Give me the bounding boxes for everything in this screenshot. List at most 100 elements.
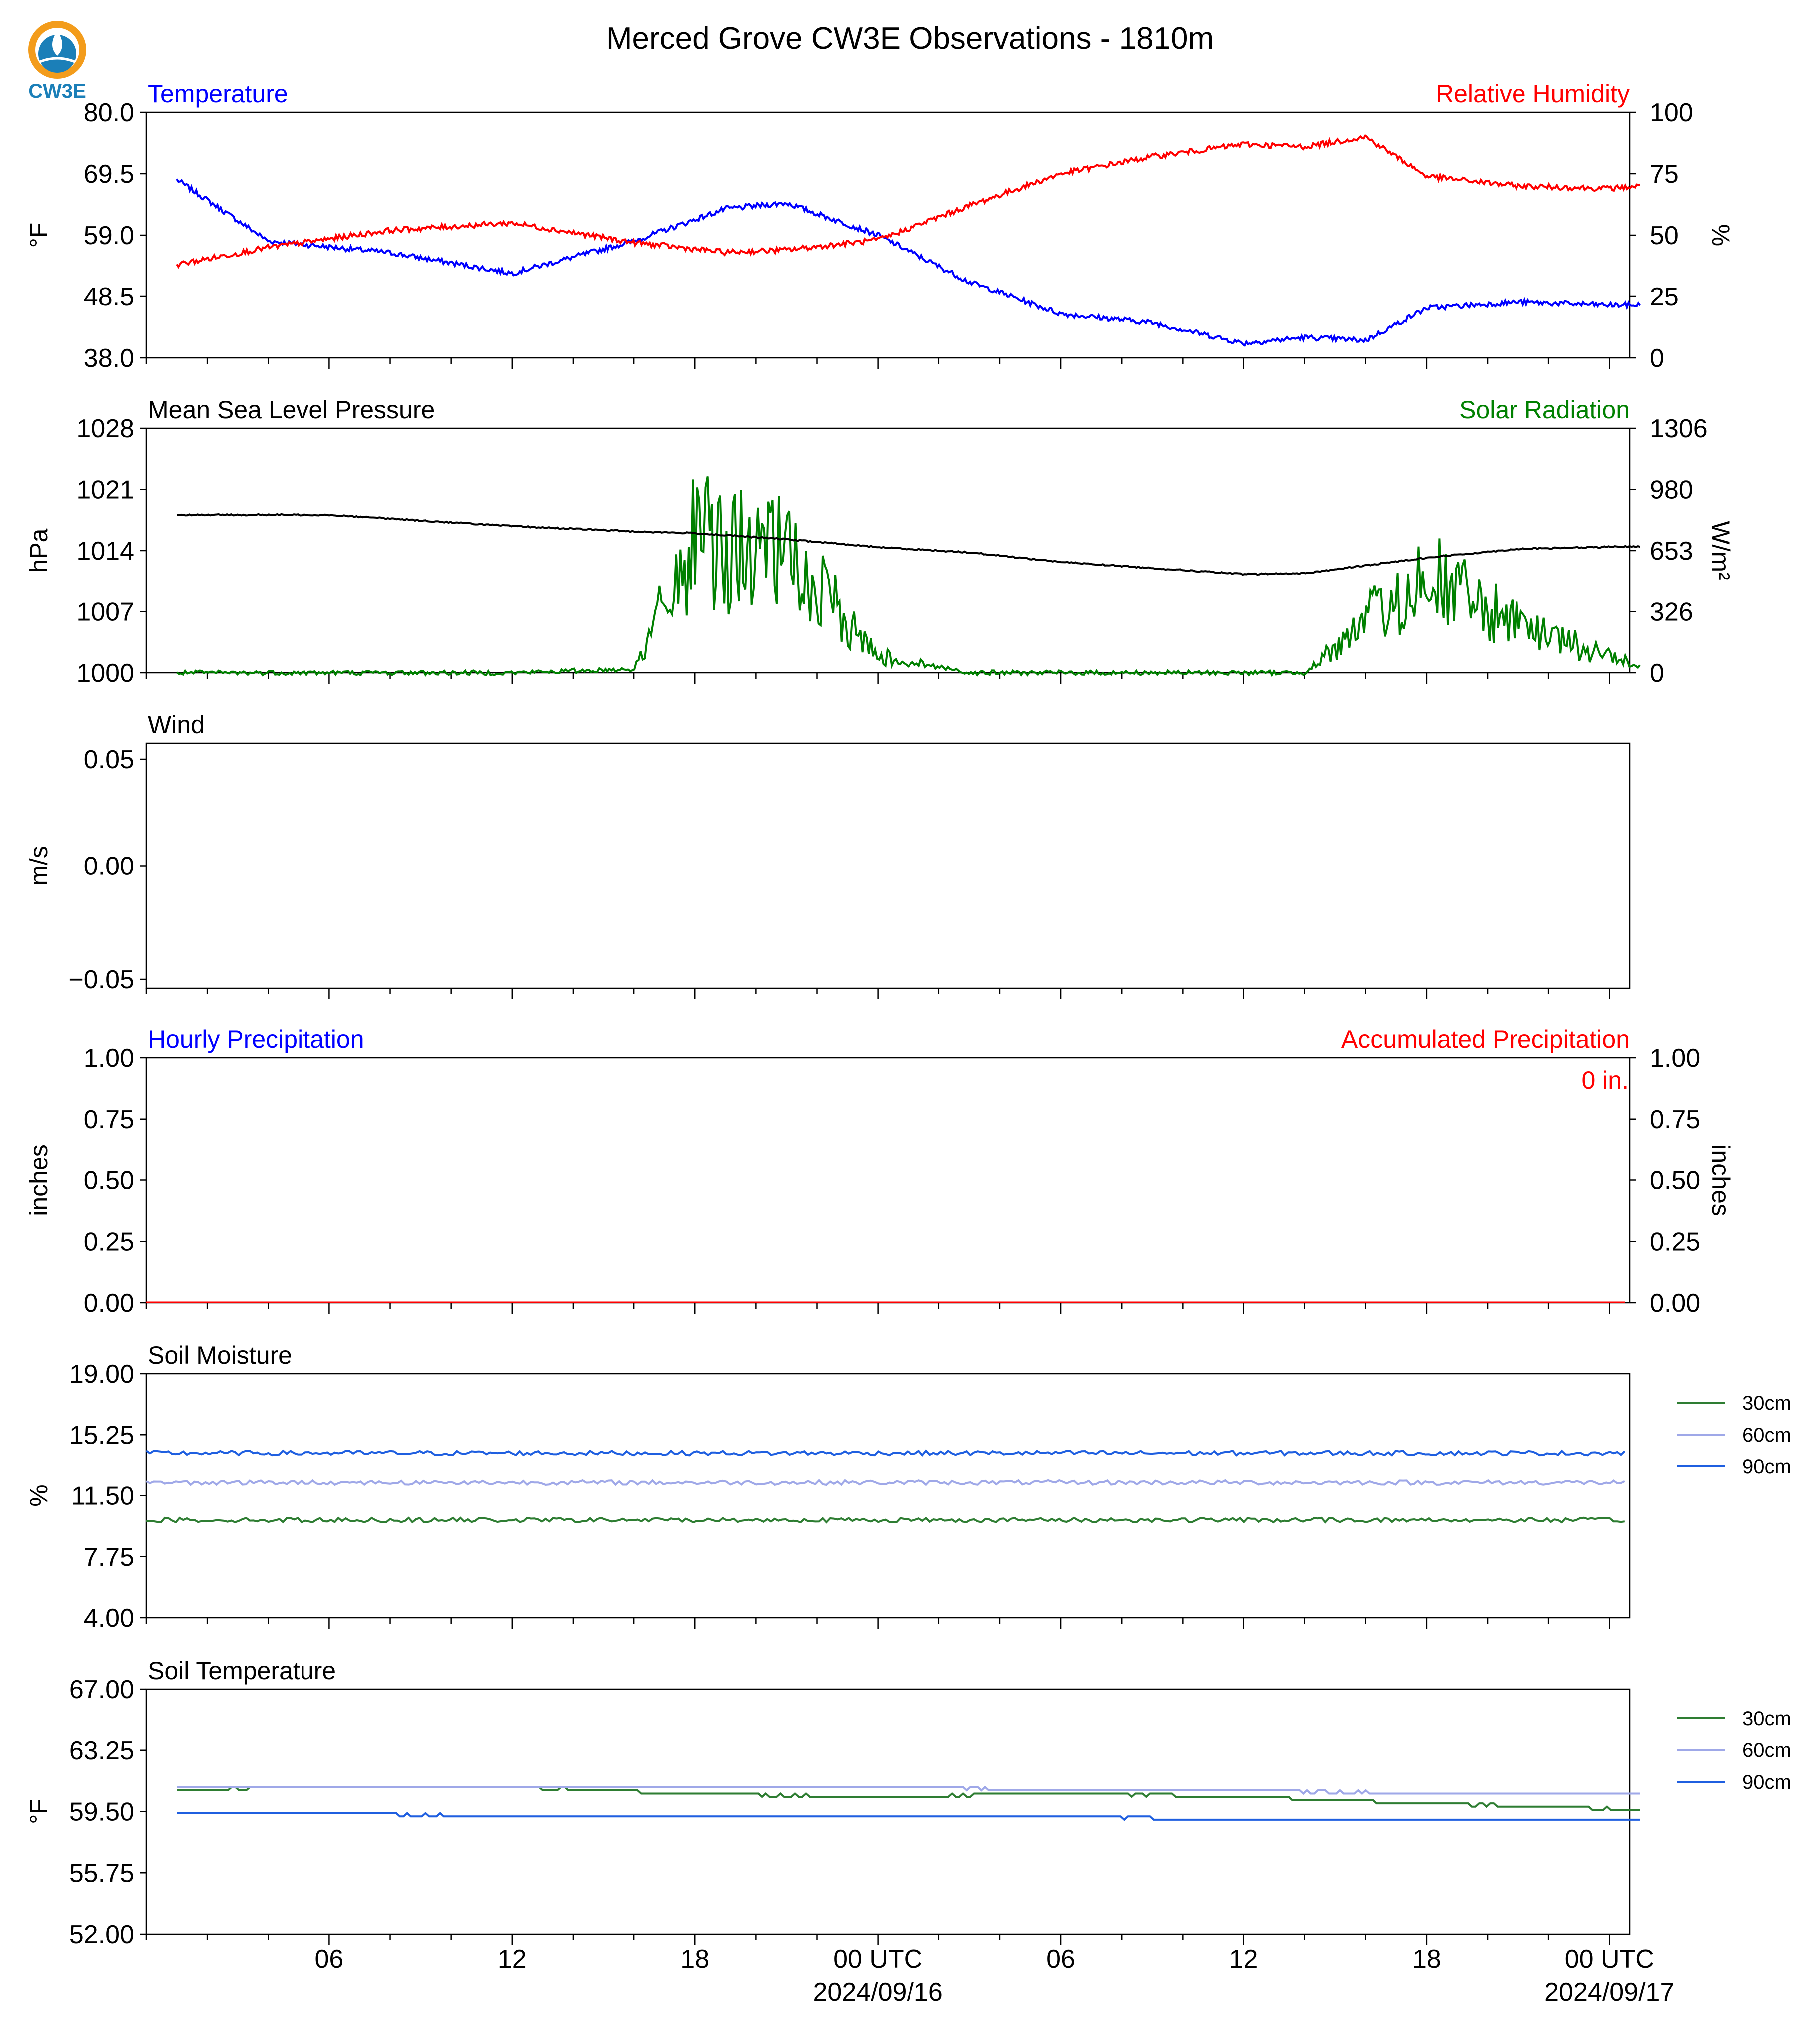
x-date-label: 2024/09/16: [813, 1978, 943, 2007]
y-axis-label: %: [25, 1484, 53, 1506]
chart-panel-5: Soil Moisture 19.00 15.25 11.50 7.75 4.00% 30c…: [25, 1341, 1791, 1633]
y-tick-label-right: 0: [1650, 344, 1664, 373]
y-tick-label: 38.0: [84, 344, 134, 373]
series-90cm: [177, 1812, 1640, 1821]
y-tick-label: 0.25: [84, 1227, 134, 1256]
x-tick-label: 12: [498, 1945, 527, 1974]
x-axis-labels: 06 12 18 00 UTC 06 12 18 00 UTC 2024/09/16 2024/0…: [314, 1945, 1674, 2007]
x-tick-label: 18: [680, 1945, 709, 1974]
y-tick-label: 1007: [76, 598, 134, 627]
y-tick-label: 69.5: [84, 160, 134, 189]
logo-text: CW3E: [28, 80, 86, 102]
y-axis-label: m/s: [25, 846, 53, 886]
y-tick-label-right: 50: [1650, 221, 1679, 250]
series-relative-humidity: [176, 134, 1640, 269]
x-tick-label: 12: [1229, 1945, 1258, 1974]
series-60cm: [146, 1479, 1625, 1486]
chart-panel-4: Hourly Precipitation Accumulated Precipit…: [25, 1025, 1735, 1318]
accumulated-total-label: 0 in.: [1581, 1066, 1629, 1094]
y-tick-label: 80.0: [84, 98, 134, 127]
x-date-label: 2024/09/17: [1544, 1978, 1674, 2007]
y-tick-label-right: 653: [1650, 537, 1693, 566]
y-axis-label: °F: [25, 1799, 53, 1824]
y-tick-label-right: 0: [1650, 659, 1664, 688]
panel-title-right: Relative Humidity: [1436, 80, 1630, 108]
series-solar-radiation: [176, 476, 1641, 677]
y-tick-label: 0.05: [84, 745, 134, 774]
y-tick-label-right: 1.00: [1650, 1044, 1700, 1073]
plot-frame: [145, 742, 1631, 989]
series-60cm: [177, 1785, 1640, 1795]
y-tick-label: 1021: [76, 476, 134, 505]
y-tick-label-right: 100: [1650, 98, 1693, 127]
panel-title-right: Solar Radiation: [1459, 396, 1630, 424]
legend-label-90cm: 90cm: [1742, 1456, 1791, 1478]
y-tick-label: 67.00: [69, 1675, 134, 1704]
legend-label-30cm: 30cm: [1742, 1392, 1791, 1414]
logo-wave: [39, 57, 75, 63]
y-tick-label: 1014: [76, 537, 134, 566]
y-tick-label-right: 0.75: [1650, 1105, 1700, 1134]
panels: Temperature Relative Humidity 80.0 69.5 59.0…: [25, 80, 1791, 1949]
plot-frame: [145, 1688, 1631, 1935]
legend-label-90cm: 90cm: [1742, 1771, 1791, 1793]
series-90cm: [145, 1449, 1626, 1457]
panel-title-left: Temperature: [148, 80, 288, 108]
y-tick-label: −0.05: [68, 965, 134, 994]
series-temperature: [176, 178, 1641, 347]
y-tick-label-right: 0.50: [1650, 1166, 1700, 1195]
series-mean-sea-level-pressure: [177, 513, 1640, 576]
y-tick-label: 63.25: [69, 1737, 134, 1765]
y-axis-label: °F: [25, 223, 53, 248]
y-tick-label: 1028: [76, 414, 134, 443]
y-tick-label-right: 326: [1650, 598, 1693, 627]
y-tick-label: 4.00: [84, 1604, 134, 1633]
plot-frame: [145, 1373, 1631, 1619]
y-tick-label: 0.50: [84, 1166, 134, 1195]
y-tick-label-right: 980: [1650, 476, 1693, 505]
plot-frame: [145, 427, 1631, 674]
y-tick-label: 1.00: [84, 1044, 134, 1073]
y-tick-label: 59.50: [69, 1798, 134, 1827]
y-tick-label: 0.00: [84, 1289, 134, 1318]
figure-title: Merced Grove CW3E Observations - 1810m: [607, 21, 1213, 56]
chart-panel-2: Mean Sea Level Pressure Solar Radiation 10…: [25, 396, 1735, 688]
y-axis-label: hPa: [25, 528, 53, 573]
logo-drop-icon: [52, 31, 62, 56]
plot-frame: [145, 1057, 1631, 1304]
y-tick-label: 7.75: [84, 1543, 134, 1572]
chart-panel-6: Soil Temperature 67.00 63.25 59.50 55.75 52.0…: [25, 1657, 1791, 1949]
panel-title-left: Soil Temperature: [148, 1657, 336, 1685]
y-tick-label-right: 0.25: [1650, 1227, 1700, 1256]
panel-title-left: Soil Moisture: [148, 1341, 292, 1369]
cw3e-logo: CW3E: [28, 21, 86, 102]
y-axis-label-right: %: [1707, 224, 1735, 246]
y-axis-label: inches: [25, 1144, 53, 1216]
y-axis-label-right: W/m²: [1707, 521, 1735, 580]
series-30cm: [177, 1786, 1640, 1811]
y-tick-label-right: 1306: [1650, 414, 1708, 443]
y-tick-label-right: 25: [1650, 283, 1679, 311]
y-tick-label: 0.75: [84, 1105, 134, 1134]
y-tick-label: 55.75: [69, 1859, 134, 1888]
legend-label-60cm: 60cm: [1742, 1424, 1791, 1446]
legend-label-60cm: 60cm: [1742, 1739, 1791, 1761]
y-tick-label: 1000: [76, 659, 134, 688]
series-30cm: [146, 1516, 1625, 1524]
legend-label-30cm: 30cm: [1742, 1708, 1791, 1730]
chart-panel-1: Temperature Relative Humidity 80.0 69.5 59.0…: [25, 80, 1735, 373]
y-tick-label-right: 75: [1650, 160, 1679, 189]
y-tick-label: 52.00: [69, 1920, 134, 1949]
panel-title-left: Mean Sea Level Pressure: [148, 396, 435, 424]
y-tick-label: 19.00: [69, 1360, 134, 1389]
panel-title-left: Hourly Precipitation: [148, 1025, 364, 1053]
y-tick-label: 59.0: [84, 221, 134, 250]
x-tick-label: 06: [1046, 1945, 1075, 1974]
y-tick-label: 0.00: [84, 852, 134, 881]
x-tick-label: 00 UTC: [833, 1945, 922, 1974]
chart-panel-3: Wind 0.05 0.00 −0.05 m/s: [25, 711, 1631, 999]
y-tick-label: 15.25: [69, 1421, 134, 1449]
y-tick-label: 11.50: [71, 1482, 134, 1511]
x-tick-label: 00 UTC: [1565, 1945, 1654, 1974]
